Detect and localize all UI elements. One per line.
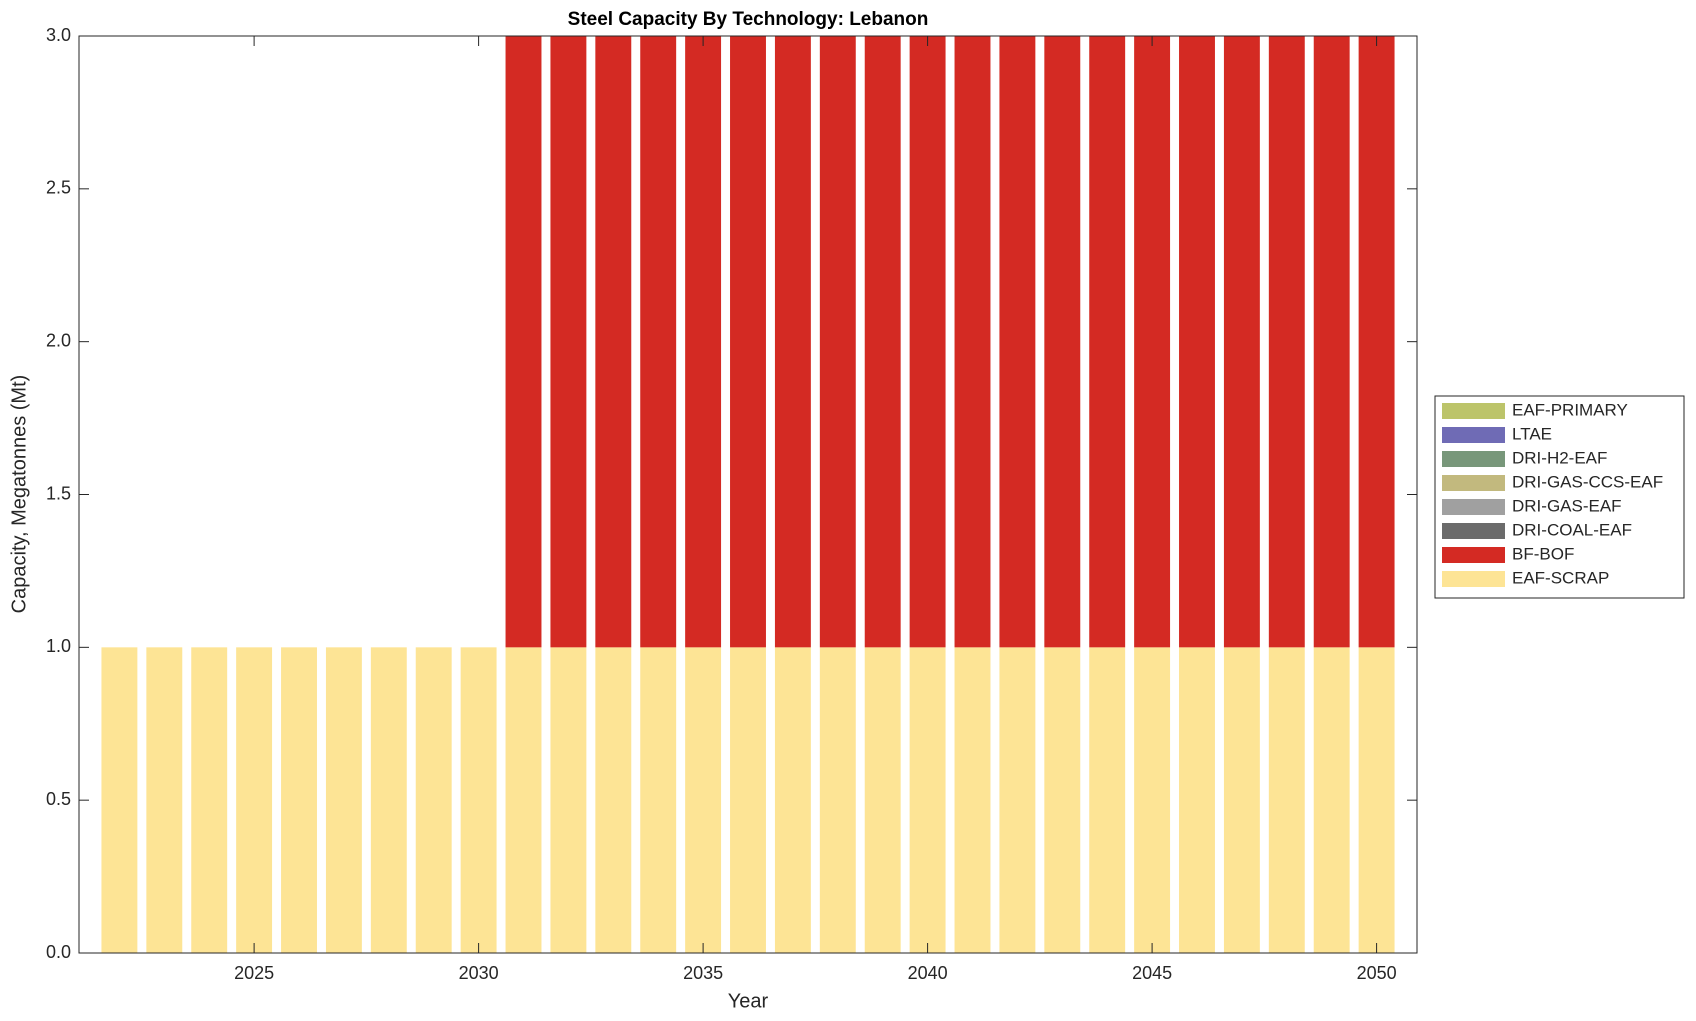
bar-segment [101,647,138,953]
bar-segment [999,647,1036,953]
y-tick-label: 2.5 [46,178,71,198]
bar-segment [864,36,901,648]
legend-label: LTAE [1512,424,1552,443]
bar-segment [954,36,991,648]
legend-swatch [1442,451,1505,467]
y-tick-label: 0.0 [46,942,71,962]
y-tick-label: 1.0 [46,636,71,656]
bar-segment [1268,36,1305,648]
bar-segment [1134,647,1171,953]
bar-segment [730,647,766,953]
bar-segment [999,36,1036,648]
bar-segment [146,647,183,953]
bar-segment [909,647,946,953]
bar-segment [550,647,587,953]
legend-swatch [1442,523,1505,539]
x-axis-label: Year [728,990,769,1012]
bar-segment [460,647,497,953]
legend-label: EAF-SCRAP [1512,568,1609,587]
bar-segment [819,647,856,953]
chart-title: Steel Capacity By Technology: Lebanon [568,9,929,30]
legend-label: DRI-COAL-EAF [1512,520,1632,539]
bar-segment [1223,647,1260,953]
legend-label: BF-BOF [1512,544,1574,563]
x-tick-label: 2035 [683,963,723,983]
bar-segment [236,647,273,953]
bar-segment [1313,36,1350,648]
y-tick-label: 0.5 [46,789,71,809]
bar-segment [550,36,587,648]
x-tick-label: 2025 [234,963,274,983]
bar-segment [1044,36,1081,648]
bar-segment [1044,647,1081,953]
bar-segment [909,36,946,648]
bar-segment [281,647,317,953]
bar-segment [595,647,632,953]
legend-label: DRI-H2-EAF [1512,448,1607,467]
bar-segment [1179,36,1215,648]
bar-segment [1134,36,1171,648]
bar-segment [1358,36,1395,648]
bar-segment [730,36,766,648]
bar-segment [1358,647,1395,953]
legend-swatch [1442,403,1505,419]
legend-label: EAF-PRIMARY [1512,400,1628,419]
bar-segment [640,36,677,648]
y-tick-label: 1.5 [46,483,71,503]
bar-segment [1313,647,1350,953]
bar-segment [640,647,677,953]
legend-label: DRI-GAS-CCS-EAF [1512,472,1663,491]
legend-swatch [1442,547,1505,563]
legend-label: DRI-GAS-EAF [1512,496,1622,515]
bar-segment [505,647,542,953]
x-tick-label: 2050 [1357,963,1397,983]
legend-swatch [1442,571,1505,587]
bar-segment [191,647,228,953]
bar-segment [1179,647,1215,953]
bar-segment [370,647,407,953]
y-tick-label: 3.0 [46,25,71,45]
bar-segment [685,36,722,648]
bar-segment [774,36,811,648]
bar-segment [505,36,542,648]
legend-swatch [1442,475,1505,491]
bar-segment [774,647,811,953]
x-tick-label: 2030 [459,963,499,983]
bar-segment [595,36,632,648]
x-tick-label: 2040 [908,963,948,983]
x-tick-label: 2045 [1132,963,1172,983]
bar-segment [1089,36,1126,648]
bar-segment [1089,647,1126,953]
bar-segment [325,647,362,953]
bar-segment [415,647,452,953]
y-tick-label: 2.0 [46,330,71,350]
bar-segment [954,647,991,953]
bar-segment [819,36,856,648]
legend-swatch [1442,499,1505,515]
legend-swatch [1442,427,1505,443]
y-axis-label: Capacity, Megatonnes (Mt) [8,375,30,614]
bar-segment [864,647,901,953]
bar-segment [685,647,722,953]
bar-segment [1268,647,1305,953]
bar-segment [1223,36,1260,648]
